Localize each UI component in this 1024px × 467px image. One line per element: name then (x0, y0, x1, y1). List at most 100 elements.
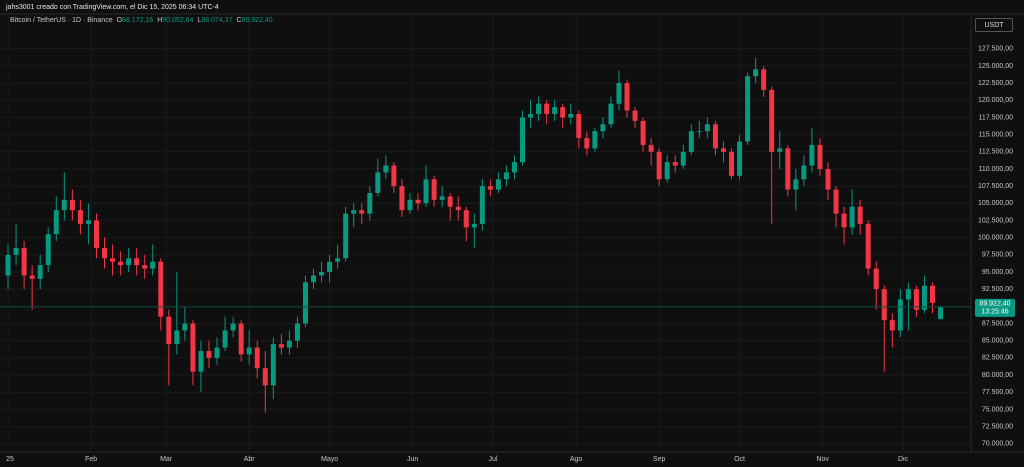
candle-body (262, 368, 268, 386)
candle-body (439, 196, 445, 200)
candle-body (753, 69, 759, 77)
candle-body (889, 320, 895, 331)
candle-body (688, 131, 694, 152)
candle-body (544, 103, 550, 115)
countdown-label: 13:25:46 (981, 309, 1008, 316)
candle-body (825, 168, 831, 190)
candle-body (640, 120, 646, 145)
ohlc-value: 88.074,37 (201, 17, 233, 24)
y-tick-label: 95.000,00 (982, 269, 1013, 276)
x-tick-label: Mar (160, 456, 173, 463)
ohlc-item: O88.172,16 (117, 17, 154, 24)
candle-body (520, 117, 526, 163)
candle-body (102, 247, 108, 259)
candle-body (664, 162, 670, 180)
y-tick-label: 117.500,00 (978, 114, 1013, 121)
chart-background (0, 14, 1024, 467)
candle-body (479, 186, 485, 224)
y-tick-label: 97.500,00 (982, 252, 1013, 259)
grid (0, 14, 970, 452)
x-tick-label: Dic (898, 456, 909, 463)
ohlc-key: L (197, 17, 202, 24)
candle-body (150, 261, 156, 269)
y-tick-label: 112.500,00 (978, 149, 1013, 156)
candle-body (777, 148, 783, 152)
candle-body (921, 285, 927, 310)
candle-body (302, 282, 308, 324)
candle-body (174, 330, 180, 345)
candle-body (560, 107, 566, 118)
candle-body (536, 103, 542, 115)
x-tick-label: 25 (6, 456, 14, 463)
candle-body (93, 220, 99, 248)
candle-body (592, 131, 598, 149)
candle-body (69, 199, 75, 211)
candle-body (905, 289, 911, 300)
candle-body (270, 344, 276, 386)
y-tick-label: 72.500,00 (982, 423, 1013, 430)
candle-body (335, 258, 341, 262)
axes: 70.000,00 72.500,00 75.000,00 77.500,00 80.0… (6, 46, 1015, 463)
candle-body (327, 261, 333, 273)
y-tick-label: 87.500,00 (982, 320, 1013, 327)
y-tick-label: 110.000,00 (978, 166, 1013, 173)
candle-body (37, 265, 43, 279)
candle-body (214, 347, 220, 358)
candle-body (624, 83, 630, 111)
y-tick-label: 120.000,00 (978, 97, 1013, 104)
candle-body (865, 223, 871, 269)
candle-body (913, 289, 919, 310)
candle-body (182, 323, 188, 331)
candle-body (817, 144, 823, 169)
x-tick-label: Jun (407, 456, 418, 463)
candle-body (632, 110, 638, 121)
candle-body (359, 210, 365, 214)
y-tick-label: 77.500,00 (982, 389, 1013, 396)
candle-body (696, 131, 702, 133)
x-tick-label: Mayo (321, 456, 338, 463)
candle-body (584, 138, 590, 149)
candle-body (77, 210, 83, 224)
candle-body (399, 186, 405, 211)
candle-body (656, 151, 662, 180)
candle-body (61, 199, 67, 211)
candle-body (343, 213, 349, 259)
y-tick-label: 122.500,00 (978, 80, 1013, 87)
candle-body (455, 206, 461, 211)
candle-body (21, 247, 27, 276)
candle-body (841, 213, 847, 228)
candle-body (85, 220, 91, 224)
ohlc-value: 88.172,16 (122, 17, 154, 24)
candle-body (278, 344, 284, 348)
candle-body (447, 196, 453, 207)
x-tick-label: Feb (85, 456, 97, 463)
x-tick-label: Sep (653, 456, 666, 463)
candle-body (222, 330, 228, 348)
candle-body (648, 144, 654, 152)
candles (0, 57, 971, 413)
candle-body (463, 210, 469, 228)
candle-body (809, 144, 815, 166)
symbol-legend: Bitcoin / TetherUS · 1D · Binance O88.17… (10, 17, 273, 24)
candle-body (230, 323, 236, 331)
last-price-tag (975, 298, 1015, 317)
candle-body (238, 323, 244, 355)
x-tick-label: Nov (816, 456, 829, 463)
last-price-label: 89.922,40 (979, 301, 1010, 308)
candle-body (938, 306, 944, 319)
ohlc-value: 89.922,40 (241, 17, 273, 24)
candle-body (600, 124, 606, 132)
candle-body (729, 151, 735, 176)
candle-body (246, 347, 252, 355)
x-tick-label: Abr (244, 456, 256, 463)
candle-body (294, 323, 300, 341)
candle-body (375, 172, 381, 194)
candle-body (785, 148, 791, 190)
candle-body (319, 272, 325, 276)
currency-button[interactable]: USDT (975, 18, 1013, 32)
candle-body (672, 162, 678, 166)
y-tick-label: 100.000,00 (978, 235, 1013, 242)
candle-body (110, 258, 116, 262)
candle-body (528, 114, 534, 118)
